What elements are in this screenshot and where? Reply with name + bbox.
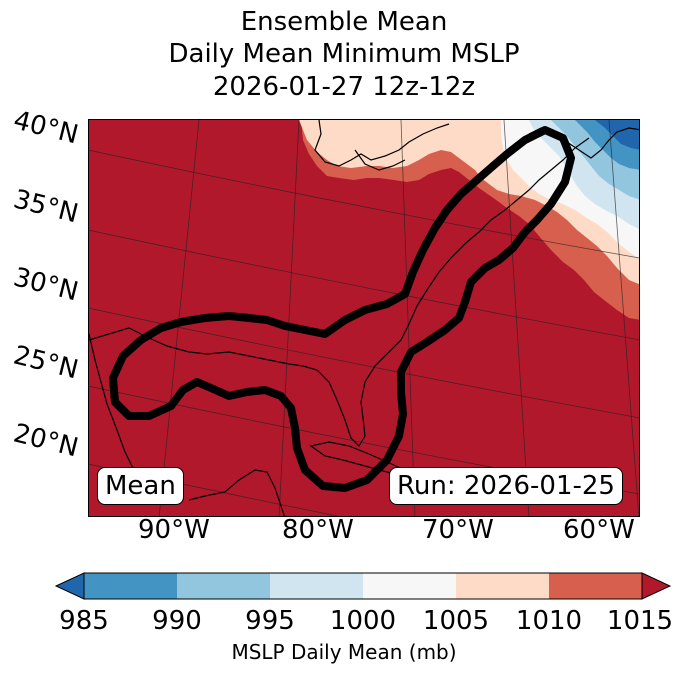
colorbar-tick-990: 990 — [152, 606, 202, 636]
colorbar-tick-1000: 1000 — [329, 606, 397, 636]
lon-label-90w: 90°W — [138, 515, 210, 545]
lat-label-30: 30°N — [10, 262, 82, 308]
lon-label-80w: 80°W — [282, 515, 354, 545]
colorbar-extend-low — [54, 572, 85, 600]
lat-label-35: 35°N — [10, 184, 82, 230]
colorbar-frame — [83, 572, 643, 600]
lon-label-60w: 60°W — [563, 515, 635, 545]
colorbar-extend-high — [641, 572, 672, 600]
colorbar-tick-995: 995 — [245, 606, 295, 636]
mean-label-box: Mean — [97, 467, 184, 505]
lat-label-25: 25°N — [10, 340, 82, 386]
colorbar-tick-985: 985 — [59, 606, 109, 636]
title-line-1: Ensemble Mean — [240, 7, 448, 37]
colorbar — [54, 572, 672, 600]
colorbar-tick-1010: 1010 — [515, 606, 583, 636]
run-label-box: Run: 2026-01-25 — [389, 467, 623, 505]
field-below-985 — [595, 120, 639, 150]
colorbar-1005-1010 — [456, 573, 549, 599]
title-line-2: Daily Mean Minimum MSLP — [168, 39, 520, 69]
colorbar-985-990 — [84, 573, 177, 599]
lat-label-40: 40°N — [10, 105, 82, 151]
colorbar-1000-1005 — [363, 573, 456, 599]
map-panel — [88, 119, 640, 517]
lat-label-20: 20°N — [10, 418, 82, 464]
title-line-3: 2026-01-27 12z-12z — [212, 72, 476, 102]
threshold-contour — [109, 126, 575, 492]
colorbar-995-1000 — [270, 573, 363, 599]
colorbar-tick-1005: 1005 — [422, 606, 490, 636]
graticule-meridians — [158, 120, 639, 516]
colorbar-tick-1015: 1015 — [606, 606, 674, 636]
colorbar-label: MSLP Daily Mean (mb) — [231, 640, 457, 664]
map-svg — [89, 120, 639, 516]
colorbar-1010-1015 — [549, 573, 642, 599]
lon-label-70w: 70°W — [422, 515, 494, 545]
colorbar-990-995 — [177, 573, 270, 599]
